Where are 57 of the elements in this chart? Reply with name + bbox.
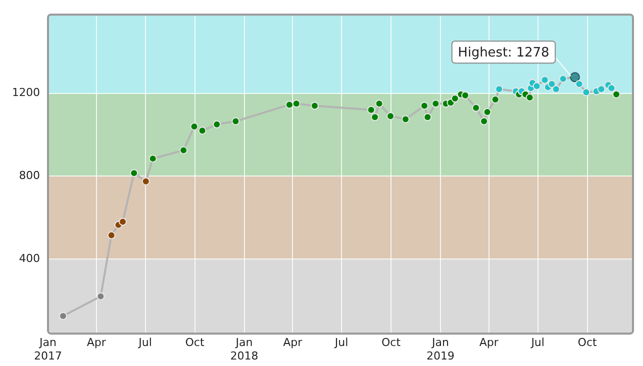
point [118, 218, 127, 226]
y-tick-label: 400 [18, 252, 40, 265]
x-tick-label: Jan 2017 [34, 336, 62, 362]
point [148, 154, 157, 163]
x-tick-label: Apr [479, 336, 499, 350]
x-tick-label: Oct [578, 336, 598, 350]
point [461, 91, 470, 100]
point [480, 117, 488, 126]
x-tick-label: Apr [283, 336, 303, 350]
point [375, 100, 384, 108]
point [285, 100, 294, 109]
x-tick-label: Jul [138, 336, 152, 350]
point [232, 117, 240, 126]
x-tick-label: Jul [530, 336, 544, 350]
y-tick-label: 1200 [12, 86, 40, 100]
point [526, 93, 534, 102]
point [370, 113, 379, 122]
point [548, 80, 556, 88]
point [575, 80, 584, 88]
x-tick-label: Oct [382, 336, 402, 350]
point [402, 115, 410, 124]
point [597, 85, 606, 94]
point [96, 292, 105, 300]
point [107, 231, 116, 240]
point [582, 88, 590, 96]
point [386, 112, 394, 120]
point [190, 122, 198, 130]
point [432, 100, 440, 108]
point [472, 104, 480, 112]
point [198, 126, 206, 135]
point [612, 90, 620, 98]
y-tick-label: 800 [18, 169, 40, 182]
point [540, 76, 549, 84]
point [310, 102, 319, 110]
x-tick-label: Oct [185, 336, 205, 350]
point [451, 94, 460, 102]
point [59, 312, 68, 320]
point [367, 106, 376, 114]
point [212, 120, 221, 128]
x-tick-label: Jan 2019 [426, 336, 455, 362]
point [179, 146, 188, 154]
point [142, 177, 150, 186]
point [607, 84, 616, 92]
point [424, 113, 432, 122]
point [483, 108, 492, 116]
point [552, 85, 560, 94]
point [495, 85, 504, 94]
annotation: Highest: 1278 [458, 46, 550, 61]
point [559, 74, 568, 83]
point [420, 102, 428, 110]
point [292, 100, 300, 108]
x-tick-label: Apr [86, 336, 106, 350]
x-tick-label: Jul [334, 336, 348, 350]
point [130, 169, 138, 178]
point [532, 82, 541, 90]
x-tick-label: Jan 2018 [230, 336, 258, 362]
point [491, 96, 500, 104]
